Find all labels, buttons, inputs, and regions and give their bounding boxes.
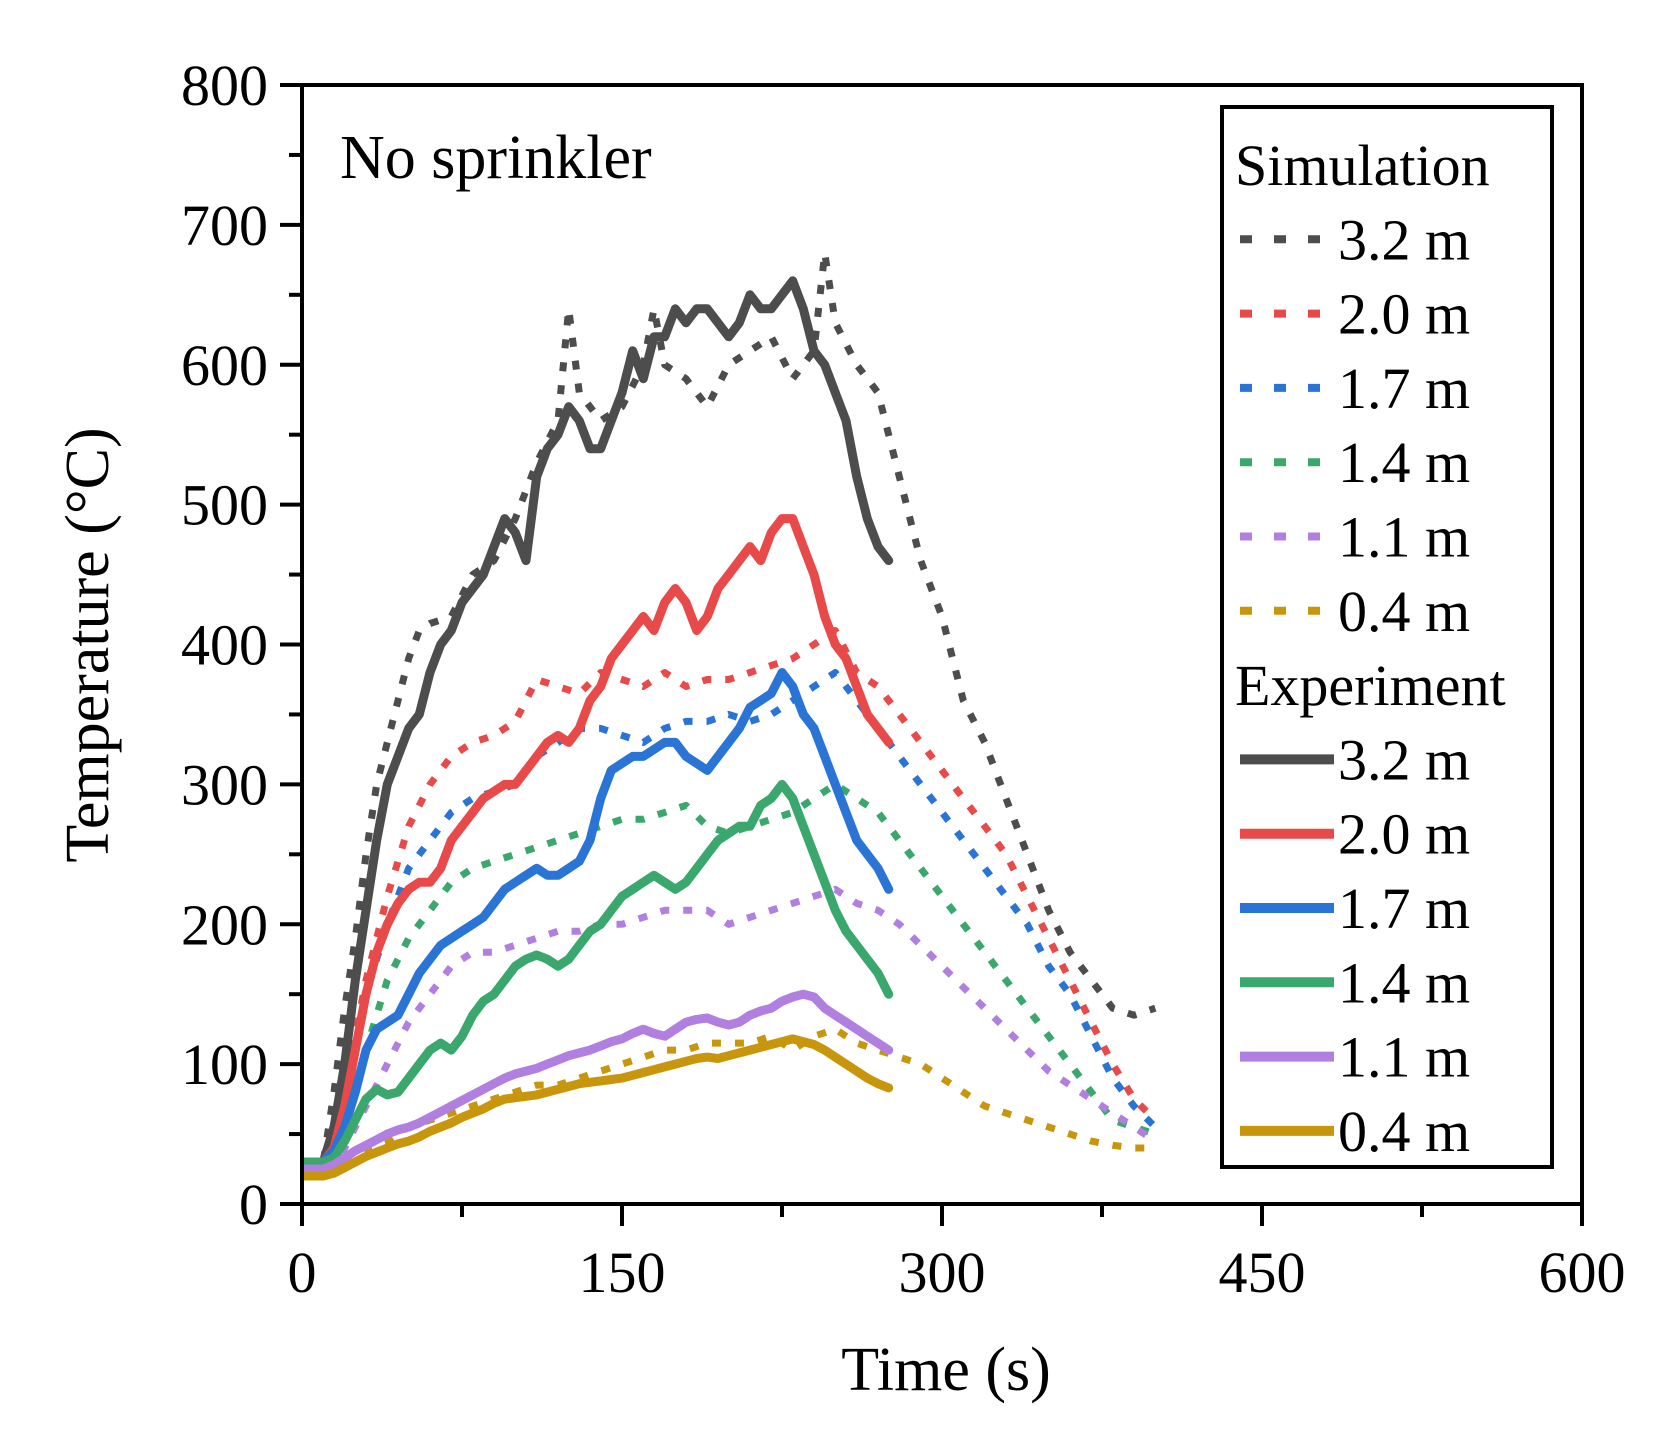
y-tick-label: 600	[181, 333, 268, 398]
series-simulation-1-4-m	[302, 780, 1157, 1166]
legend-entry-label: 2.0 m	[1338, 802, 1470, 867]
legend-entry-label: 3.2 m	[1338, 727, 1470, 792]
x-axis-label: Time (s)	[841, 1336, 1051, 1404]
annotation-no-sprinkler: No sprinkler	[340, 124, 652, 192]
y-tick-label: 500	[181, 473, 268, 538]
legend-entry-label: 1.1 m	[1338, 1025, 1470, 1090]
y-tick-label: 400	[181, 613, 268, 678]
legend-entry-label: 1.7 m	[1338, 356, 1470, 421]
plot-layer	[302, 249, 1158, 1181]
legend-entry-label: 1.7 m	[1338, 876, 1470, 941]
axis-layer: 0 150 300 450 600 0 100 200 300 400 500 600 700 800	[181, 53, 1626, 1305]
legend-entry-label: 3.2 m	[1338, 207, 1470, 272]
series-experiment-3-2-m	[302, 276, 894, 1167]
y-tick-label: 700	[181, 193, 268, 258]
series-simulation-3-2-m	[302, 249, 1157, 1166]
y-tick-label: 800	[181, 53, 268, 118]
legend-entry-label: 1.1 m	[1338, 505, 1470, 570]
y-axis-label: Temperature (°C)	[54, 427, 122, 862]
x-tick-label: 0	[288, 1240, 317, 1305]
series-experiment-2-0-m	[302, 514, 894, 1167]
x-tick-label: 300	[899, 1240, 986, 1305]
x-tick-label: 450	[1219, 1240, 1306, 1305]
legend: Simulation 3.2 m 2.0 m 1.7 m 1.4 m 1.1 m 0.4 m…	[1220, 105, 1554, 1169]
legend-entry-label: 1.4 m	[1338, 430, 1470, 495]
y-tick-label: 300	[181, 752, 268, 817]
legend-entry-label: 0.4 m	[1338, 579, 1470, 644]
series-simulation-1-1-m	[302, 885, 1158, 1173]
legend-box	[1220, 105, 1554, 1169]
series-simulation-2-0-m	[302, 627, 1158, 1166]
y-tick-label: 200	[181, 892, 268, 957]
legend-entry-label: 0.4 m	[1338, 1099, 1470, 1164]
legend-group-title: Simulation	[1235, 133, 1490, 198]
y-tick-label: 100	[181, 1032, 268, 1097]
series-experiment-1-7-m	[302, 668, 894, 1167]
series-simulation-1-7-m	[302, 669, 1158, 1166]
legend-group-title: Experiment	[1235, 653, 1506, 718]
y-tick-label: 0	[239, 1172, 268, 1237]
x-tick-label: 150	[579, 1240, 666, 1305]
x-tick-label: 600	[1539, 1240, 1626, 1305]
series-experiment-1-1-m	[302, 989, 894, 1174]
legend-entry-label: 1.4 m	[1338, 950, 1470, 1015]
legend-entry-label: 2.0 m	[1338, 282, 1470, 347]
series-experiment-1-4-m	[302, 779, 894, 1167]
series-experiment-0-4-m	[302, 1034, 894, 1181]
